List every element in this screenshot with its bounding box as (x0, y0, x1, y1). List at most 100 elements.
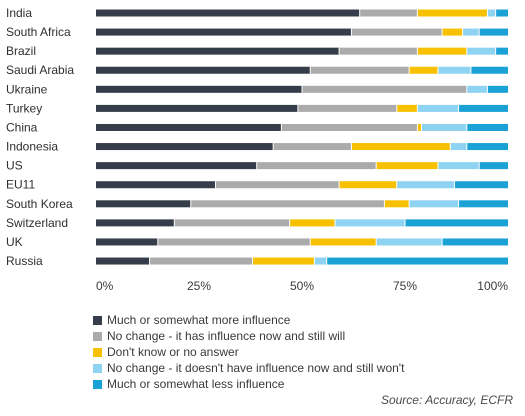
bar-segment-separator (313, 257, 315, 265)
bar-ukraine-series-1 (96, 85, 302, 93)
category-label-uk: UK (6, 235, 23, 249)
legend-item-4: No change - it doesn't have influence no… (93, 360, 404, 376)
bar-switzerland-series-2 (174, 219, 290, 227)
bar-saudi-arabia-series-1 (96, 66, 311, 74)
bar-segment-separator (466, 47, 468, 55)
bar-segment-separator (350, 143, 352, 151)
bar-segment-separator (408, 200, 410, 208)
legend-item-3: Don't know or no answer (93, 344, 404, 360)
bar-segment-separator (404, 219, 406, 227)
bar-indonesia-series-2 (273, 143, 352, 151)
bar-russia-series-1 (96, 257, 150, 265)
bar-south-africa-series-3 (442, 28, 463, 36)
bar-switzerland-series-3 (289, 219, 335, 227)
category-labels: India South Africa Brazil Saudi Arabia Ukrai… (6, 6, 74, 268)
bar-russia-series-5 (326, 257, 508, 265)
bar-south-africa-series-1 (96, 28, 352, 36)
category-label-brazil: Brazil (6, 44, 36, 58)
legend-swatch (93, 315, 102, 325)
bar-ukraine-series-5 (487, 85, 508, 93)
bar-eu11-series-5 (454, 181, 508, 189)
bar-segment-separator (396, 104, 398, 112)
bar-segment-separator (437, 162, 439, 170)
bar-switzerland-series-4 (334, 219, 405, 227)
bar-segment-separator (458, 104, 460, 112)
bar-south-africa-series-5 (479, 28, 508, 36)
bar-segment-separator (256, 162, 258, 170)
bar-us-series-4 (437, 162, 480, 170)
source-note: Source: Accuracy, ECFR (380, 393, 513, 407)
bar-segment-separator (466, 143, 468, 151)
bar-segment-separator (359, 9, 361, 17)
category-label-switzerland: Switzerland (6, 216, 68, 230)
bar-segment-separator (252, 257, 254, 265)
bar-saudi-arabia-series-3 (409, 66, 438, 74)
bar-indonesia-series-4 (450, 143, 467, 151)
bar-uk-series-4 (376, 238, 443, 246)
bar-segment-separator (301, 85, 303, 93)
bars (96, 9, 508, 265)
bar-segment-separator (486, 9, 488, 17)
bar-russia-series-4 (314, 257, 327, 265)
category-label-us: US (6, 159, 23, 173)
bar-china-series-4 (421, 123, 467, 131)
bar-segment-separator (338, 47, 340, 55)
bar-segment-separator (280, 123, 282, 131)
bar-eu11-series-3 (339, 181, 397, 189)
bar-eu11-series-2 (215, 181, 340, 189)
bar-segment-separator (420, 123, 422, 131)
category-label-india: India (6, 6, 32, 20)
bar-segment-separator (350, 28, 352, 36)
legend-item-1: Much or somewhat more influence (93, 312, 404, 328)
bar-segment-separator (458, 200, 460, 208)
bar-brazil-series-3 (417, 47, 467, 55)
bar-china-series-2 (281, 123, 418, 131)
category-label-saudi-arabia: Saudi Arabia (6, 63, 74, 77)
bar-segment-separator (272, 143, 274, 151)
bar-turkey-series-3 (396, 104, 418, 112)
bar-india-series-2 (359, 9, 418, 17)
bar-brazil-series-5 (495, 47, 508, 55)
category-label-china: China (6, 120, 38, 134)
bar-south-africa-series-2 (351, 28, 443, 36)
bar-uk-series-2 (157, 238, 311, 246)
bar-segment-separator (297, 104, 299, 112)
bar-segment-separator (416, 123, 418, 131)
legend-swatch (93, 331, 102, 341)
legend-label: No change - it has influence now and sti… (107, 329, 346, 343)
bar-segment-separator (437, 66, 439, 74)
bar-saudi-arabia-series-5 (470, 66, 508, 74)
bar-india-series-4 (487, 9, 496, 17)
bar-segment-separator (441, 28, 443, 36)
bar-uk-series-1 (96, 238, 158, 246)
bar-segment-separator (466, 123, 468, 131)
bar-indonesia-series-5 (466, 143, 508, 151)
bar-india-series-3 (417, 9, 488, 17)
bar-turkey-series-2 (297, 104, 397, 112)
bar-segment-separator (416, 104, 418, 112)
bar-south-korea-series-4 (409, 200, 459, 208)
legend-label: Much or somewhat less influence (107, 377, 285, 391)
bar-india-series-5 (495, 9, 508, 17)
bar-segment-separator (396, 181, 398, 189)
x-tick-label: 25% (187, 279, 211, 293)
bar-segment-separator (334, 219, 336, 227)
bar-segment-separator (375, 238, 377, 246)
bar-south-korea-series-5 (458, 200, 508, 208)
bar-saudi-arabia-series-2 (310, 66, 410, 74)
bar-segment-separator (326, 257, 328, 265)
bar-segment-separator (375, 162, 377, 170)
bar-segment-separator (214, 181, 216, 189)
bar-brazil-series-1 (96, 47, 340, 55)
bar-russia-series-3 (252, 257, 315, 265)
bar-segment-separator (470, 66, 472, 74)
bar-indonesia-series-1 (96, 143, 274, 151)
legend: Much or somewhat more influence No change… (93, 312, 404, 392)
bar-segment-separator (173, 219, 175, 227)
legend-label: Much or somewhat more influence (107, 313, 291, 327)
legend-label: No change - it doesn't have influence no… (107, 361, 405, 375)
bar-segment-separator (462, 28, 464, 36)
bar-south-korea-series-3 (384, 200, 410, 208)
bar-uk-series-3 (310, 238, 377, 246)
category-label-south-africa: South Africa (6, 25, 71, 39)
